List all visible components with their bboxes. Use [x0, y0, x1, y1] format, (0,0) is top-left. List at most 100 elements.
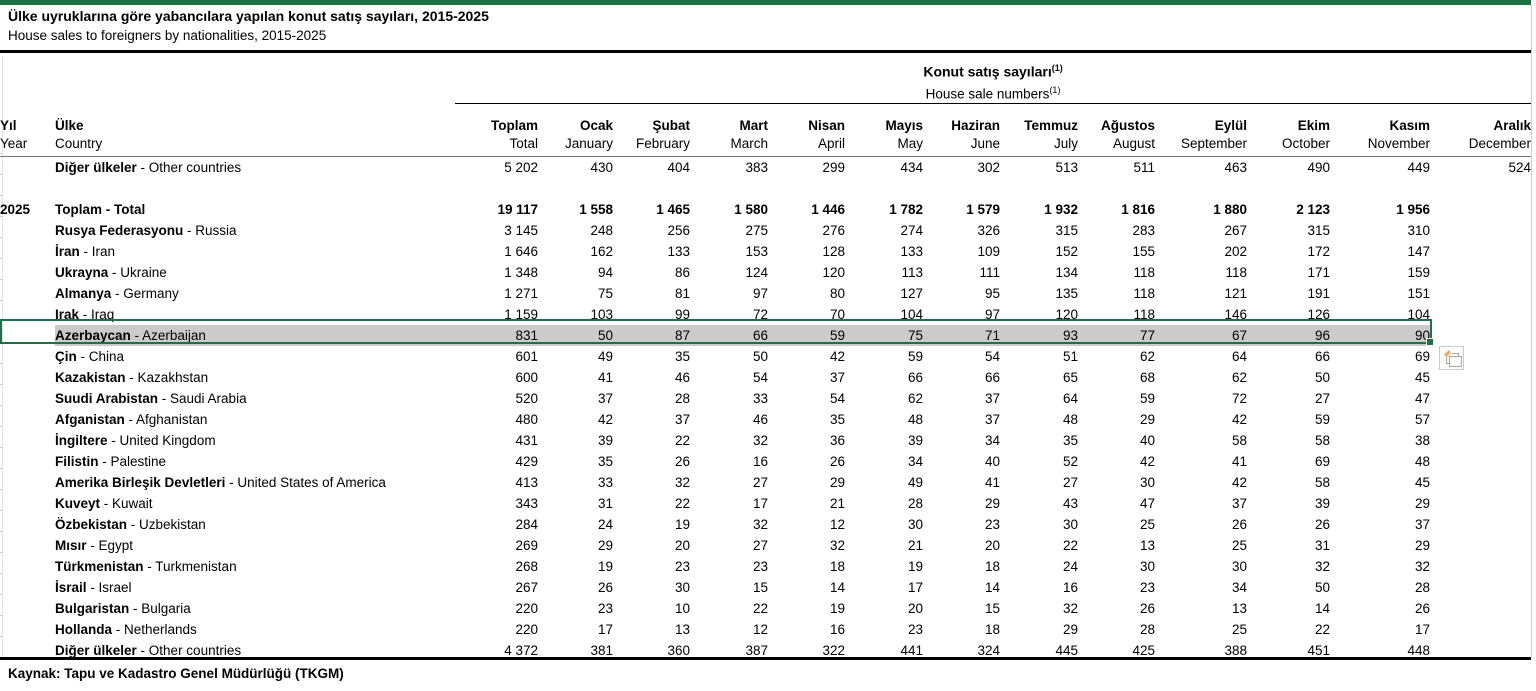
cell-month-value[interactable]: 42 [1231, 474, 1247, 490]
cell-month-value[interactable]: 37 [1231, 495, 1247, 511]
cell-month-value[interactable]: 15 [984, 600, 1000, 616]
cell-total-value[interactable]: 3 145 [504, 222, 538, 238]
cell-month-value[interactable]: 40 [984, 453, 1000, 469]
cell-month-value[interactable]: 40 [1139, 432, 1155, 448]
cell-month-value[interactable]: 32 [674, 474, 690, 490]
cell-month-value[interactable]: 121 [1224, 285, 1247, 301]
column-header-month[interactable]: Ekim October [1247, 103, 1330, 157]
cell-month-value[interactable]: 20 [984, 537, 1000, 553]
cell-month-value[interactable]: 37 [829, 369, 845, 385]
cell-country[interactable]: İngiltere - United Kingdom [55, 430, 455, 451]
cell-country[interactable]: Afganistan - Afghanistan [55, 409, 455, 430]
cell-month-value[interactable]: 118 [1133, 306, 1155, 322]
cell-month-value[interactable]: 14 [984, 579, 1000, 595]
cell-month-value[interactable]: 94 [597, 264, 613, 280]
cell-month-value[interactable]: 50 [752, 348, 768, 364]
cell-month-value[interactable]: 22 [1314, 621, 1330, 637]
cell-total-value[interactable]: 431 [515, 432, 538, 448]
cell-month-value[interactable]: 48 [907, 411, 923, 427]
cell-month-value[interactable]: 151 [1407, 285, 1430, 301]
cell-country[interactable]: Amerika Birleşik Devletleri - United Sta… [55, 472, 455, 493]
cell-month-value[interactable]: 32 [752, 432, 768, 448]
cell-month-value[interactable]: 430 [590, 159, 613, 175]
cell-month-value[interactable]: 1 465 [656, 201, 690, 217]
cell-month-value[interactable]: 69 [1414, 348, 1430, 364]
cell-total-value[interactable]: 1 271 [504, 285, 538, 301]
cell-total-value[interactable]: 343 [515, 495, 538, 511]
cell-month-value[interactable]: 41 [1231, 453, 1247, 469]
cell-month-value[interactable]: 511 [1133, 159, 1155, 175]
cell-month-value[interactable]: 191 [1307, 285, 1330, 301]
cell-month-value[interactable]: 104 [900, 306, 923, 322]
cell-month-value[interactable]: 58 [1231, 432, 1247, 448]
cell-month-value[interactable]: 95 [984, 285, 1000, 301]
cell-month-value[interactable]: 13 [674, 621, 690, 637]
cell-month-value[interactable]: 28 [674, 390, 690, 406]
cell-month-value[interactable] [1430, 619, 1531, 640]
cell-month-value[interactable]: 62 [1231, 369, 1247, 385]
cell-total-value[interactable]: 284 [515, 516, 538, 532]
cell-total-value[interactable]: 413 [515, 474, 538, 490]
cell-month-value[interactable]: 18 [984, 558, 1000, 574]
cell-month-value[interactable]: 66 [1314, 348, 1330, 364]
cell-total-value[interactable]: 220 [515, 600, 538, 616]
cell-month-value[interactable]: 26 [1314, 516, 1330, 532]
cell-month-value[interactable]: 31 [1314, 537, 1330, 553]
cell-month-value[interactable]: 12 [829, 516, 845, 532]
cell-month-value[interactable]: 75 [597, 285, 613, 301]
cell-month-value[interactable] [1430, 430, 1531, 451]
cell-month-value[interactable]: 310 [1407, 222, 1430, 238]
cell-total-value[interactable]: 269 [515, 537, 538, 553]
cell-month-value[interactable]: 26 [829, 453, 845, 469]
cell-country[interactable]: Azerbaycan - Azerbaijan [55, 325, 455, 346]
cell-month-value[interactable]: 32 [1062, 600, 1078, 616]
cell-month-value[interactable]: 39 [907, 432, 923, 448]
cell-month-value[interactable]: 62 [1139, 348, 1155, 364]
column-header-month[interactable]: Toplam Total [455, 103, 538, 157]
cell-month-value[interactable]: 80 [829, 285, 845, 301]
cell-month-value[interactable]: 27 [1062, 474, 1078, 490]
cell-year[interactable] [0, 409, 55, 430]
column-header-month[interactable]: Haziran June [923, 103, 1000, 157]
cell-month-value[interactable]: 30 [1062, 516, 1078, 532]
cell-month-value[interactable]: 42 [597, 411, 613, 427]
cell-month-value[interactable]: 58 [1314, 474, 1330, 490]
cell-month-value[interactable]: 97 [984, 306, 1000, 322]
cell-country[interactable]: Rusya Federasyonu - Russia [55, 220, 455, 241]
cell-month-value[interactable]: 315 [1055, 222, 1078, 238]
cell-country[interactable]: Suudi Arabistan - Saudi Arabia [55, 388, 455, 409]
column-header-month[interactable]: Ağustos August [1078, 103, 1155, 157]
cell-month-value[interactable]: 28 [1139, 621, 1155, 637]
cell-month-value[interactable]: 48 [1414, 453, 1430, 469]
cell-month-value[interactable] [1430, 451, 1531, 472]
cell-month-value[interactable]: 37 [597, 390, 613, 406]
cell-year[interactable] [0, 535, 55, 556]
cell-month-value[interactable] [1430, 304, 1531, 325]
cell-month-value[interactable]: 23 [984, 516, 1000, 532]
cell-month-value[interactable]: 54 [984, 348, 1000, 364]
cell-month-value[interactable]: 1 782 [889, 201, 923, 217]
cell-total-value[interactable]: 1 646 [504, 243, 538, 259]
cell-month-value[interactable] [1430, 283, 1531, 304]
cell-country[interactable]: Çin - China [55, 346, 455, 367]
cell-month-value[interactable]: 59 [768, 325, 845, 346]
cell-month-value[interactable]: 14 [1314, 600, 1330, 616]
cell-month-value[interactable] [1430, 598, 1531, 619]
cell-month-value[interactable]: 463 [1224, 159, 1247, 175]
column-header-country[interactable]: Ülke Country [55, 103, 455, 157]
cell-month-value[interactable]: 387 [745, 642, 768, 658]
cell-month-value[interactable]: 28 [907, 495, 923, 511]
cell-month-value[interactable]: 513 [1055, 159, 1078, 175]
cell-total-value[interactable]: 4 372 [504, 642, 538, 658]
cell-month-value[interactable]: 256 [667, 222, 690, 238]
cell-month-value[interactable]: 14 [829, 579, 845, 595]
cell-month-value[interactable]: 2 123 [1296, 201, 1330, 217]
cell-month-value[interactable] [1430, 199, 1531, 220]
cell-month-value[interactable] [1430, 388, 1531, 409]
cell-year[interactable] [0, 514, 55, 535]
cell-month-value[interactable]: 25 [1139, 516, 1155, 532]
cell-month-value[interactable]: 37 [984, 411, 1000, 427]
cell-month-value[interactable]: 1 956 [1396, 201, 1430, 217]
cell-month-value[interactable]: 29 [984, 495, 1000, 511]
cell-month-value[interactable]: 16 [752, 453, 768, 469]
